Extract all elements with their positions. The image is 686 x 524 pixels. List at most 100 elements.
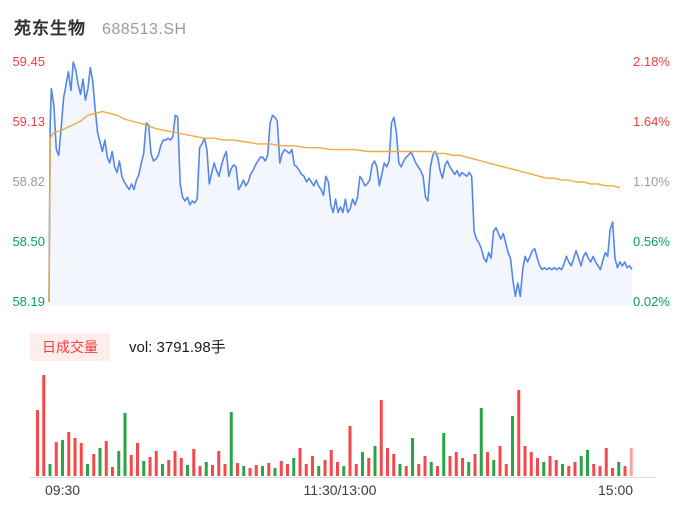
volume-bar: [623, 466, 627, 476]
pct-axis-label: 2.18%: [633, 54, 670, 69]
volume-bar: [117, 451, 121, 476]
volume-bar: [67, 432, 71, 476]
volume-bar: [348, 426, 352, 476]
volume-bar: [536, 458, 539, 476]
volume-bar: [473, 454, 477, 476]
volume-bar: [154, 451, 158, 476]
volume-bar: [211, 465, 214, 476]
volume-bar: [192, 449, 196, 476]
price-axis-label: 59.13: [12, 114, 45, 129]
volume-bar: [98, 448, 102, 476]
pct-axis-label: 0.56%: [633, 234, 670, 249]
time-label-open: 09:30: [45, 482, 81, 498]
volume-bar: [492, 460, 496, 476]
price-axis-label: 58.19: [12, 294, 45, 309]
volume-bar: [142, 461, 146, 476]
volume-bar: [448, 456, 452, 476]
volume-bar: [404, 466, 408, 476]
volume-bar: [548, 456, 552, 476]
volume-bar: [442, 433, 446, 476]
volume-bar: [179, 458, 183, 476]
volume-bar: [286, 464, 289, 476]
price-axis-label: 59.45: [12, 54, 45, 69]
volume-bar: [223, 464, 227, 476]
volume-bar: [561, 464, 564, 476]
volume-bar: [411, 438, 414, 476]
volume-bar: [617, 462, 621, 476]
volume-bar: [198, 466, 202, 476]
volume-bar: [248, 468, 252, 476]
volume-bar: [504, 464, 508, 476]
price-area-fill: [49, 62, 632, 306]
time-label-close: 15:00: [598, 482, 634, 498]
volume-bar: [123, 413, 127, 476]
volume-bars: [36, 375, 633, 476]
volume-bar: [229, 412, 233, 476]
volume-bar: [261, 466, 264, 476]
volume-bar: [567, 466, 571, 476]
volume-bar: [311, 456, 314, 476]
volume-bar: [42, 375, 46, 476]
volume-bar: [486, 452, 489, 476]
volume-bar: [279, 461, 283, 476]
volume-bar: [461, 458, 464, 476]
volume-bar: [148, 457, 152, 476]
volume-bar: [92, 454, 96, 476]
volume-bar: [104, 441, 108, 476]
volume-bar: [136, 443, 139, 476]
volume-bar: [86, 464, 89, 476]
volume-bar: [573, 462, 577, 476]
volume-bar: [323, 460, 327, 476]
volume-bar: [167, 460, 171, 476]
pct-axis-label: 0.02%: [633, 294, 670, 309]
price-line: [48, 61, 633, 303]
volume-bar: [336, 462, 339, 476]
volume-bar: [529, 452, 533, 476]
volume-bar: [598, 466, 602, 476]
volume-bar: [511, 416, 514, 476]
volume-bar: [129, 455, 133, 476]
volume-bar: [604, 448, 608, 476]
volume-bar: [386, 448, 389, 476]
volume-bar: [292, 458, 296, 476]
volume-bar: [579, 456, 583, 476]
volume-bar: [242, 466, 246, 476]
volume-bar: [454, 452, 458, 476]
volume-bar: [329, 450, 333, 476]
volume-bar: [423, 456, 427, 476]
stock-name: 苑东生物: [14, 19, 86, 38]
volume-bar: [392, 454, 396, 476]
volume-bar: [298, 448, 302, 476]
volume-bar: [173, 451, 177, 476]
volume-bar: [592, 464, 596, 476]
volume-bar: [417, 464, 421, 476]
volume-bar: [517, 390, 521, 476]
volume-bar: [429, 462, 433, 476]
volume-bar: [498, 446, 502, 476]
volume-bar: [186, 465, 189, 476]
volume-bar: [48, 464, 52, 476]
stock-code: 688513.SH: [102, 21, 187, 38]
volume-bar: [354, 464, 358, 476]
volume-bar: [61, 440, 64, 476]
volume-bar: [367, 458, 371, 476]
volume-bar: [373, 446, 377, 476]
volume-bar: [523, 446, 527, 476]
time-label-midday: 11:30/13:00: [303, 482, 377, 498]
volume-tab-badge[interactable]: 日成交量: [30, 333, 110, 361]
pct-axis-label: 1.64%: [633, 114, 670, 129]
volume-bar: [611, 468, 614, 476]
volume-bar: [36, 410, 39, 476]
volume-bar: [254, 465, 258, 476]
volume-header: 日成交量 vol: 3791.98手: [0, 333, 686, 361]
volume-bar: [629, 448, 633, 476]
volume-bar: [436, 466, 439, 476]
volume-bar: [161, 464, 164, 476]
header: 苑东生物 688513.SH: [14, 14, 187, 38]
volume-bar: [204, 462, 208, 476]
price-axis-label: 58.82: [12, 174, 45, 189]
volume-bar: [111, 467, 114, 476]
volume-value-label: vol: 3791.98手: [129, 339, 226, 356]
